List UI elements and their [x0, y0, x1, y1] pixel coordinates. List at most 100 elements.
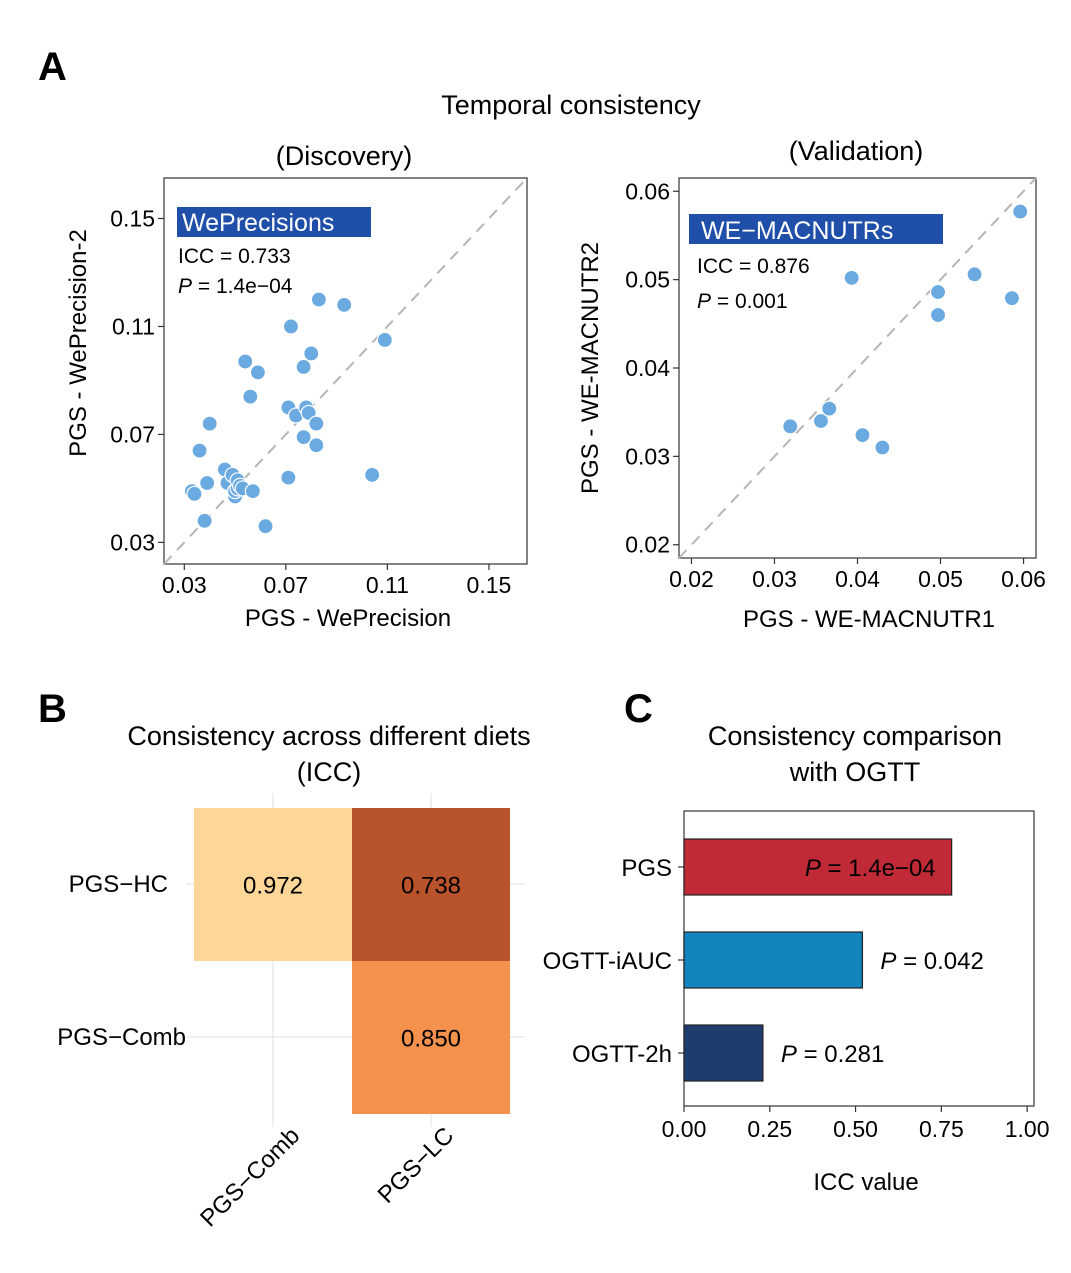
validation-title: (Validation)	[789, 136, 924, 166]
discovery-y-tick-label: 0.11	[112, 313, 155, 339]
discovery-point-3	[191, 442, 208, 459]
discovery-point-29	[303, 345, 320, 362]
validation-p-text: P = 0.001	[697, 290, 788, 313]
validation-point-7	[929, 283, 947, 301]
heatmap-cell-value-1-1: 0.972	[243, 873, 303, 900]
validation-points	[782, 203, 1029, 456]
heatmap-cell-1-1	[194, 808, 352, 961]
validation-point-10	[1003, 290, 1021, 307]
validation-point-11	[1012, 203, 1029, 220]
validation-y-tick-label: 0.03	[625, 443, 670, 469]
bar-title-line2: with OGTT	[789, 757, 921, 787]
bar-p-value: = 1.4e−04	[821, 855, 936, 882]
discovery-point-19	[249, 364, 267, 381]
discovery-x-tick-label: 0.03	[162, 572, 207, 598]
bar-p-annotation: P = 1.4e−04	[805, 855, 936, 882]
heatmap-title-line1: Consistency across different diets	[127, 721, 530, 751]
discovery-point-6	[201, 415, 218, 432]
discovery-point-4	[196, 512, 213, 529]
panel-label-a: A	[38, 45, 67, 89]
discovery-point-33	[336, 296, 353, 313]
discovery-point-18	[244, 483, 261, 500]
heatmap-row-label-2: PGS−Comb	[57, 1024, 186, 1051]
heatmap-cell-value-2-2: 0.850	[401, 1026, 461, 1053]
validation-icc-text: ICC = 0.876	[697, 255, 810, 278]
discovery-icc-text: ICC = 0.733	[178, 245, 291, 268]
discovery-point-30	[308, 437, 325, 454]
bar-x-tick-label: 0.25	[747, 1116, 792, 1142]
discovery-p-text: P = 1.4e−04	[178, 275, 293, 298]
validation-p-value: = 0.001	[711, 290, 787, 313]
heatmap-cell-1-2	[352, 808, 510, 961]
discovery-x-ticks: 0.03 0.07 0.11 0.15	[162, 564, 511, 598]
bar-x-tick-label: 1.00	[1005, 1116, 1050, 1142]
bar-x-tick-label: 0.50	[833, 1116, 878, 1142]
discovery-point-25	[295, 358, 312, 376]
bar-p-value: = 0.281	[797, 1041, 884, 1068]
discovery-badge-label: WePrecisions	[182, 209, 334, 237]
panel-label-b: B	[38, 687, 67, 731]
validation-x-ticks: 0.02 0.03 0.04 0.05 0.06	[669, 558, 1046, 592]
bar-2	[683, 931, 864, 989]
validation-y-tick-label: 0.05	[625, 267, 670, 293]
bar-x-axis-label: ICC value	[813, 1169, 918, 1196]
discovery-p-label: P	[178, 275, 192, 298]
validation-y-tick-label: 0.04	[625, 355, 670, 381]
validation-point-6	[874, 439, 891, 456]
discovery-y-tick-label: 0.07	[110, 421, 155, 447]
bar-category-label: OGTT-iAUC	[543, 948, 672, 975]
heatmap-cell-value-1-2: 0.738	[401, 873, 461, 900]
discovery-point-31	[308, 415, 325, 432]
bar-title-line1: Consistency comparison	[708, 721, 1002, 751]
validation-x-axis-label: PGS - WE-MACNUTR1	[743, 606, 995, 633]
bar-marks: PGS P = 1.4e−04 OGTT-iAUC P = 0.042 OGTT-2h P…	[543, 838, 984, 1082]
bar-3	[683, 1024, 764, 1082]
validation-y-tick-label: 0.06	[625, 178, 670, 204]
heatmap-cells: 0.972 0.738 0.850	[194, 808, 510, 1114]
discovery-point-35	[376, 331, 393, 349]
discovery-badge	[177, 207, 371, 237]
panel-a-title: Temporal consistency	[441, 90, 701, 120]
bar-p-annotation: P = 0.042	[880, 948, 983, 975]
validation-identity-line	[678, 177, 1037, 559]
discovery-point-16	[237, 353, 254, 370]
heatmap-col-label-1: PGS−Comb	[195, 1122, 305, 1232]
validation-x-tick-label: 0.02	[669, 566, 714, 592]
discovery-p-value: = 1.4e−04	[192, 275, 293, 298]
bar-x-ticks: 0.00 0.25 0.50 0.75 1.00	[662, 1106, 1050, 1142]
discovery-y-tick-label: 0.15	[110, 205, 155, 231]
discovery-y-tick-label: 0.03	[110, 529, 155, 555]
validation-point-4	[843, 269, 860, 286]
discovery-title: (Discovery)	[276, 141, 413, 171]
discovery-y-axis-label: PGS - WePrecision-2	[65, 229, 92, 457]
validation-y-axis-label: PGS - WE-MACNUTR2	[577, 242, 604, 494]
discovery-identity-line	[163, 177, 528, 565]
panel-label-c: C	[624, 687, 653, 731]
validation-point-9	[966, 266, 983, 283]
discovery-point-5	[199, 474, 216, 492]
heatmap-col-label-2: PGS−LC	[373, 1122, 460, 1209]
validation-point-2	[812, 412, 830, 430]
discovery-x-tick-label: 0.15	[467, 572, 512, 598]
validation-x-tick-label: 0.04	[835, 566, 880, 592]
validation-badge-label: WE−MACNUTRs	[701, 217, 893, 245]
bar-category-label: PGS	[621, 855, 672, 882]
discovery-x-tick-label: 0.07	[263, 572, 308, 598]
validation-point-8	[929, 306, 947, 324]
validation-x-tick-label: 0.03	[752, 566, 797, 592]
discovery-point-32	[310, 291, 327, 308]
heatmap-cell-2-2	[352, 961, 510, 1114]
bar-x-tick-label: 0.00	[662, 1116, 707, 1142]
discovery-x-tick-label: 0.11	[366, 572, 409, 598]
discovery-point-20	[257, 518, 274, 535]
bar-p-label: P	[781, 1041, 797, 1068]
discovery-point-21	[280, 469, 297, 486]
validation-x-tick-label: 0.06	[1001, 566, 1046, 592]
discovery-scatter-plot: (Discovery) 0.03 0.07 0.11 0.15 0.03 0.07 0.1…	[65, 141, 528, 632]
validation-badge	[689, 214, 943, 244]
validation-scatter-plot: (Validation) 0.02 0.03 0.04 0.05 0.06 0.020.…	[577, 136, 1046, 633]
bar-x-tick-label: 0.75	[919, 1116, 964, 1142]
discovery-point-34	[364, 466, 381, 484]
discovery-point-17	[242, 388, 259, 405]
